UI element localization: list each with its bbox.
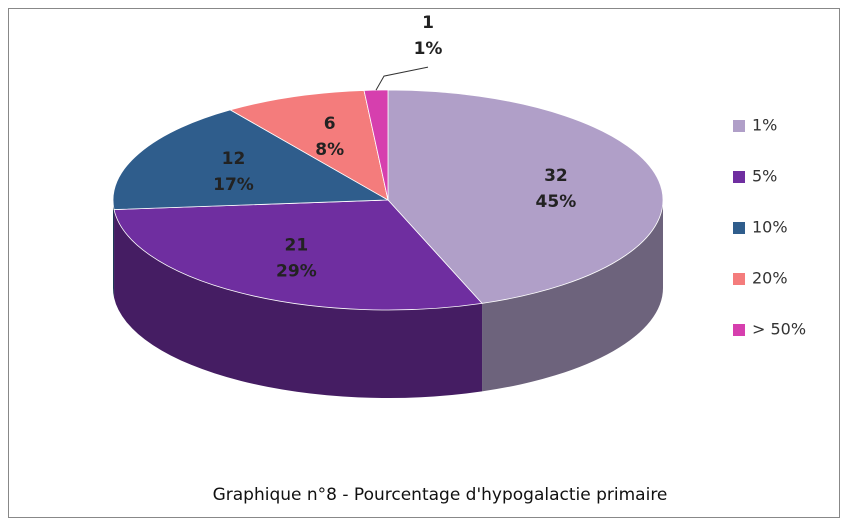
data-label: 21	[285, 236, 309, 256]
slice-tops	[112, 89, 664, 311]
percent-label: 17%	[213, 175, 254, 195]
percent-label: 1%	[414, 39, 443, 59]
legend-label: 5%	[752, 167, 777, 186]
legend-swatch	[733, 324, 745, 336]
slice-side	[113, 200, 115, 298]
legend-label: > 50%	[752, 320, 806, 339]
legend-swatch	[733, 273, 745, 285]
legend-label: 1%	[752, 116, 777, 135]
data-label: 12	[222, 149, 246, 169]
data-label: 32	[544, 166, 568, 186]
data-label: 6	[324, 114, 336, 134]
slice-sides	[113, 200, 663, 398]
percent-label: 8%	[315, 140, 344, 160]
slice	[387, 89, 664, 304]
percent-label: 45%	[536, 192, 577, 212]
legend-label: 10%	[752, 218, 788, 237]
slice	[112, 109, 390, 210]
slice	[229, 90, 389, 201]
slice-side	[482, 200, 663, 392]
legend-swatch	[733, 120, 745, 132]
data-label: 1	[422, 13, 434, 33]
leader-line	[375, 66, 429, 91]
slice	[363, 89, 389, 201]
chart-title: Graphique n°8 - Pourcentage d'hypogalact…	[213, 485, 668, 505]
legend-swatch	[733, 222, 745, 234]
legend-swatch	[733, 171, 745, 183]
legend-label: 20%	[752, 269, 788, 288]
slice	[113, 199, 483, 311]
percent-label: 29%	[276, 262, 317, 282]
slice-side	[114, 209, 483, 398]
